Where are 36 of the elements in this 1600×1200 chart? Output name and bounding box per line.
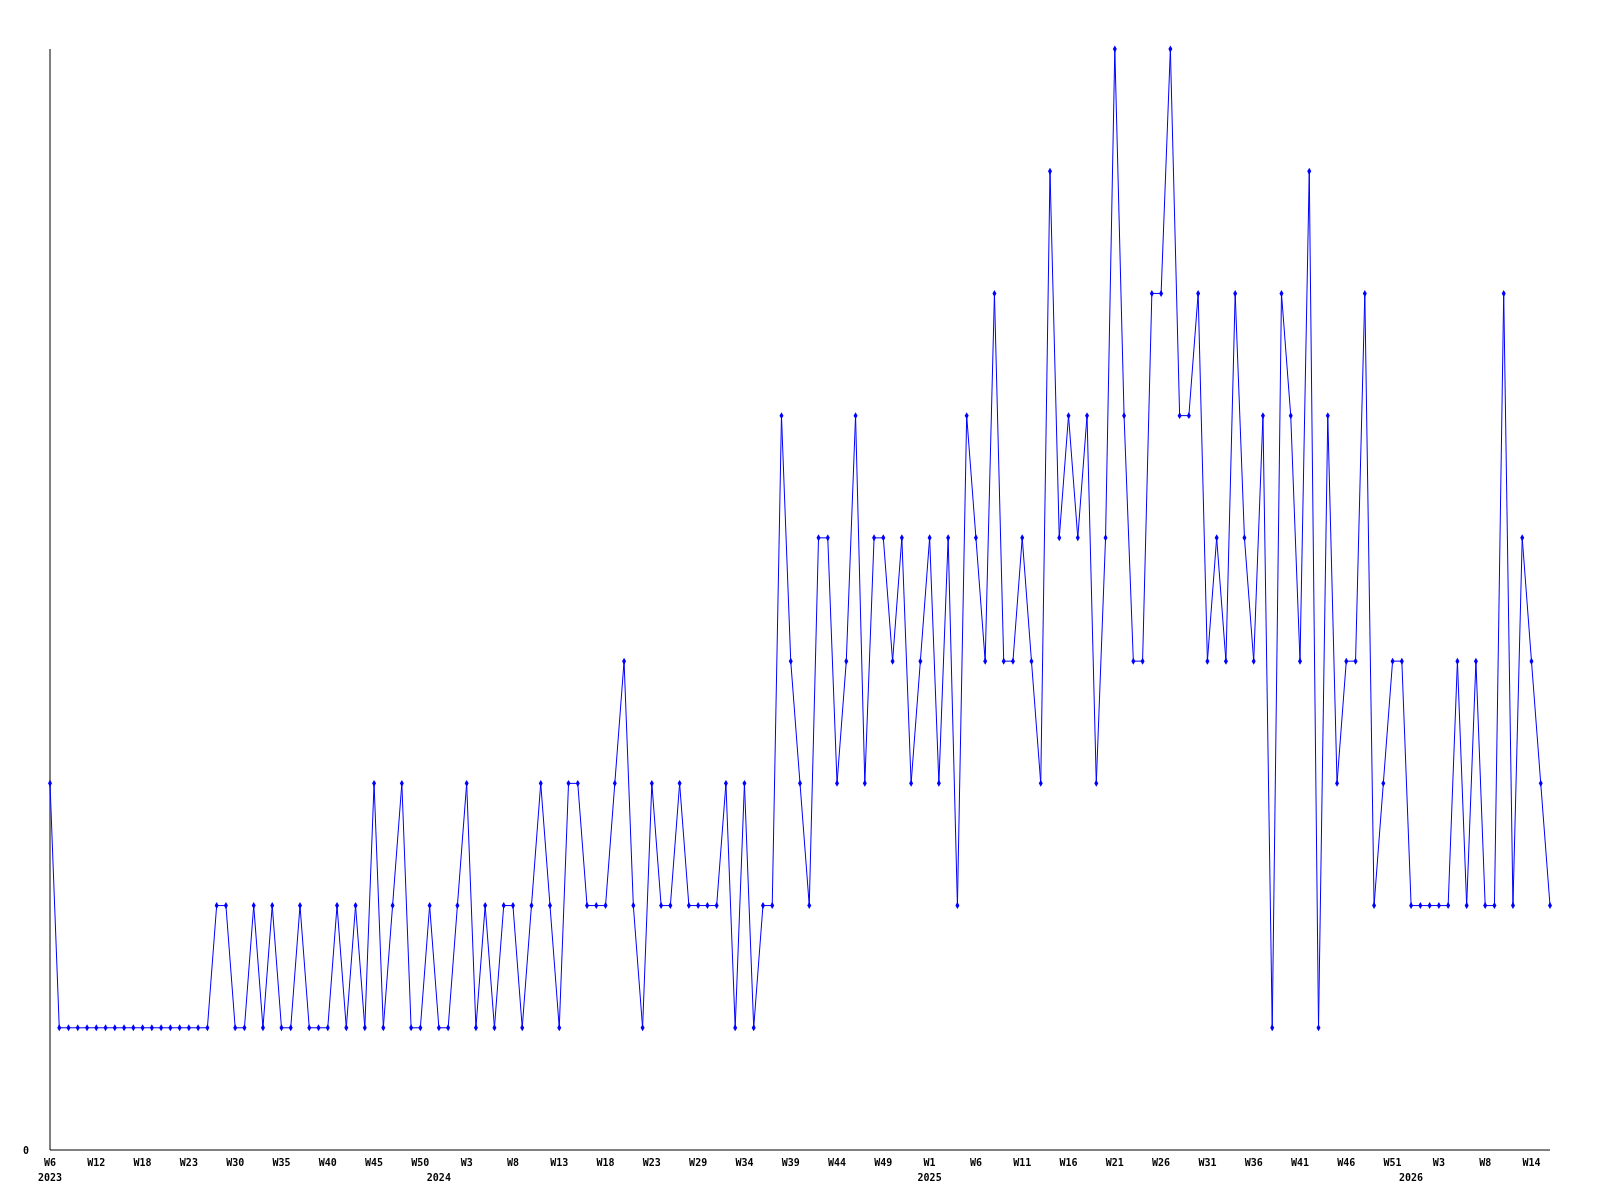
x-tick-label: 2024: [426, 1172, 451, 1183]
x-tick-label: W23: [179, 1157, 198, 1168]
x-tick-label: W8: [506, 1157, 519, 1168]
x-tick-label: W12: [87, 1157, 106, 1168]
x-tick-label: W3: [1432, 1157, 1445, 1168]
x-tick-label: W18: [133, 1157, 152, 1168]
x-tick-label: 2026: [1399, 1172, 1424, 1183]
x-tick-label: W23: [642, 1157, 661, 1168]
x-tick-label: W46: [1337, 1157, 1356, 1168]
x-tick-label: W16: [1059, 1157, 1078, 1168]
x-tick-label: W3: [460, 1157, 473, 1168]
x-tick-label: W39: [781, 1157, 800, 1168]
x-tick-label: W51: [1383, 1157, 1402, 1168]
x-tick-label: W29: [689, 1157, 708, 1168]
x-tick-label: W26: [1152, 1157, 1171, 1168]
x-tick-label: W11: [1013, 1157, 1032, 1168]
x-tick-label: W36: [1244, 1157, 1263, 1168]
x-tick-label: W49: [874, 1157, 893, 1168]
x-tick-label: W13: [550, 1157, 569, 1168]
x-tick-label: W21: [1105, 1157, 1124, 1168]
x-tick-label: W34: [735, 1157, 754, 1168]
text: 0: [22, 1144, 30, 1156]
x-tick-label: W45: [365, 1157, 384, 1168]
x-tick-label: W8: [1479, 1157, 1492, 1168]
x-tick-label: W44: [828, 1157, 847, 1168]
x-tick-label: W1 2025: [917, 1157, 942, 1183]
x-tick-label: W14: [1522, 1157, 1541, 1168]
x-tick-label: W50: [411, 1157, 430, 1168]
x-tick-label: W6: [969, 1157, 982, 1168]
x-tick-label: W30: [226, 1157, 245, 1168]
x-tick-label: W40: [318, 1157, 337, 1168]
x-tick-label: W41: [1290, 1157, 1310, 1168]
x-tick-label: W35: [272, 1157, 291, 1168]
x-tick-label: W18: [596, 1157, 615, 1168]
x-tick-label: W31: [1198, 1157, 1217, 1168]
x-tick-label: W6 2023: [37, 1157, 63, 1183]
